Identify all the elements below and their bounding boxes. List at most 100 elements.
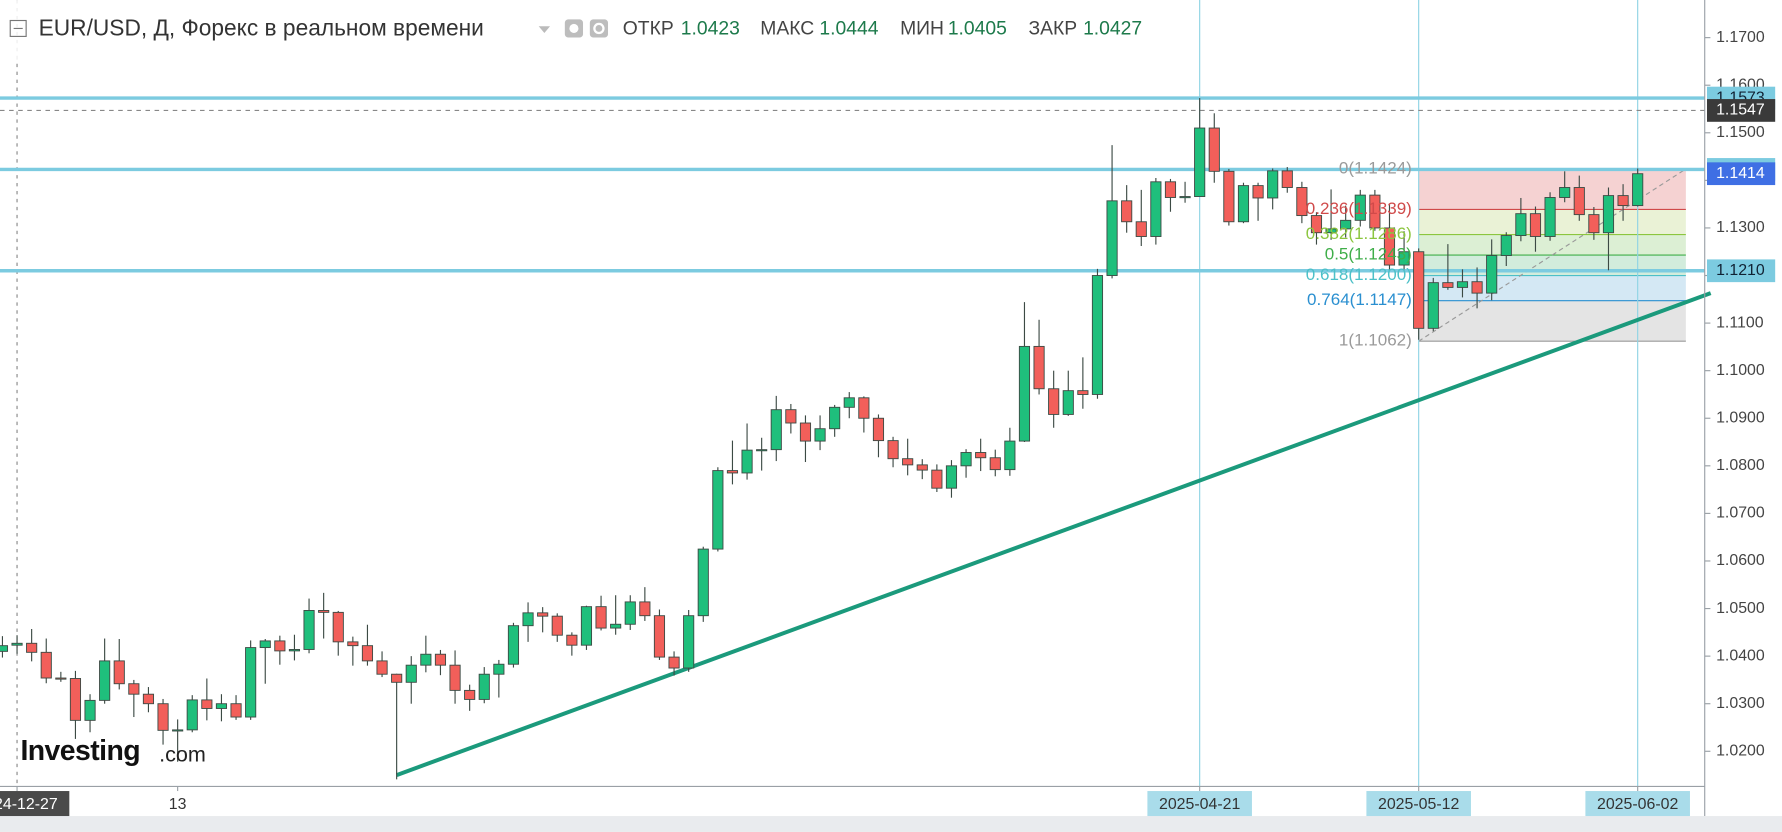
candle-body [128,683,140,695]
candle-body [420,653,432,666]
settings-icon[interactable] [589,19,609,38]
candle-body [1471,281,1483,294]
candle-body [99,660,111,701]
candle-body [1018,345,1031,442]
candle-body [1398,251,1410,266]
candle-body [1004,440,1016,471]
collapse-icon[interactable] [9,19,27,37]
x-tick-label: 2025-06-02 [1597,796,1679,813]
candle-body [493,663,505,675]
settings-icon-gear [593,22,605,35]
watermark-brand: Investing [20,735,140,767]
fib-level-label: 0.236(1.1339) [1306,199,1412,218]
y-tick-label: 1.0600 [1716,552,1765,569]
candle-body [624,601,636,625]
candle-body [1252,185,1264,199]
candle-body [858,397,870,419]
x-tick-label: 2025-05-12 [1378,796,1460,813]
y-tick-label: 1.1300 [1716,219,1765,236]
candle-body [186,699,198,731]
fib-level-label: 1(1.1062) [1339,331,1412,350]
candle-body [157,703,169,731]
candle-body [507,625,520,665]
candle-body [770,409,782,451]
low-label: МИН [900,19,944,40]
candle-body [69,678,82,721]
y-tick-label: 1.0900 [1716,409,1765,426]
candle-body [361,645,374,662]
candle-body [697,548,709,617]
candle-body [1194,127,1206,197]
candle-body [142,693,155,705]
candle-body [201,699,213,709]
trendline [395,291,1712,777]
candle-body [1033,345,1045,390]
candle-body [318,610,330,613]
candle-body [230,703,242,718]
candle-body [172,729,184,732]
candle-body [1442,282,1454,288]
candle-body [683,615,695,669]
y-tick-label: 1.0800 [1716,457,1765,474]
x-tick-label: 2024-12-27 [0,796,58,813]
candle-body [303,610,315,650]
candle-body [274,640,286,652]
y-tick-label: 1.0700 [1716,505,1765,522]
candle-body [84,699,96,721]
dashed-level-label: 1.1547 [1716,102,1765,119]
candle-body [1267,170,1279,199]
dropdown-arrow[interactable] [538,26,551,34]
candle-body [1588,214,1600,234]
candle-body [478,673,490,700]
candle-body [1354,194,1366,221]
candle-body [1164,181,1177,198]
candle-body [405,664,417,683]
candle-body [0,645,9,652]
y-tick-label: 1.0200 [1716,742,1765,759]
candle-body [1296,187,1308,217]
candle-body [1383,227,1396,266]
candle-body [668,656,680,669]
candle-body [464,689,476,700]
candle-body [1413,251,1425,329]
candle-body [1427,282,1439,329]
candle-body [741,449,753,474]
candle-body [639,601,651,617]
candle-body [653,615,666,658]
candle-body [11,642,23,646]
candle-body [1179,196,1191,199]
y-tick-label: 1.0300 [1716,695,1765,712]
candle-body [960,452,972,467]
marks-layer [0,98,1644,780]
candle-body [1310,215,1323,234]
dashed-level-box [1706,99,1776,122]
candle-body [522,612,534,627]
candle-body [595,606,607,629]
candle-body [347,641,359,647]
candle-body [1223,170,1235,223]
candle-body [1573,187,1585,216]
candle-body [799,422,812,442]
candle-body [756,449,768,452]
candle-body [215,703,228,709]
candle-body [1559,187,1571,198]
candle-body [1602,195,1615,234]
candle-body [945,465,958,489]
candle-body [1135,221,1147,237]
candle-body [55,677,67,680]
high-value: 1.0444 [819,19,878,40]
candle-body [551,615,563,636]
candle-body [580,606,593,646]
x-tick-label: 2025-04-21 [1159,796,1241,813]
level-label: 1.1210 [1716,262,1765,279]
candle-body [288,649,301,652]
back-layer [0,0,1712,787]
candle-body [916,464,928,471]
level-label-box [1706,259,1776,283]
candle-body [989,457,1001,471]
candle-body [1544,197,1556,237]
candle-body [975,452,987,459]
candle-body [814,428,826,442]
